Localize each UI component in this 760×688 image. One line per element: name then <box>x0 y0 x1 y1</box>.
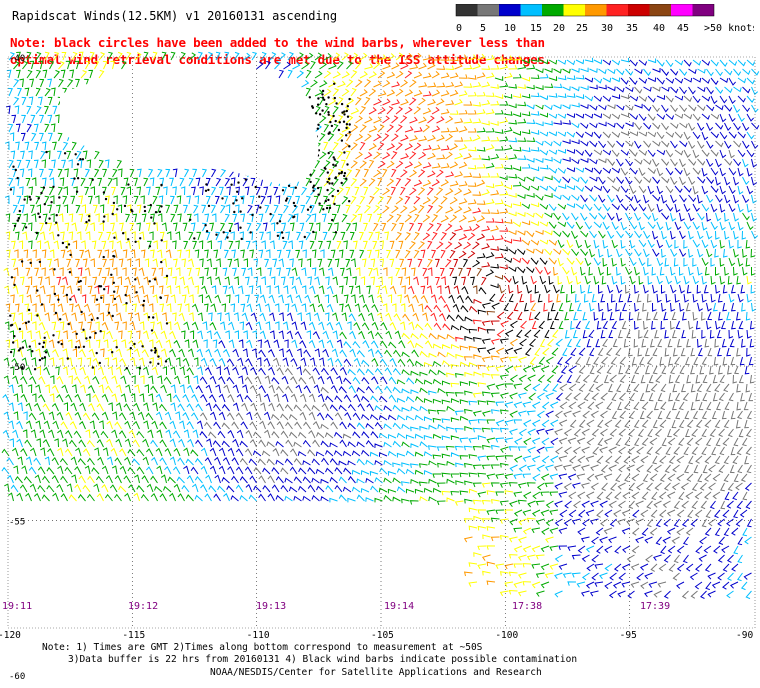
lon-label: -115 <box>122 630 145 641</box>
wind-barbs-layer <box>1 51 760 600</box>
scale-label: 45 <box>677 23 689 34</box>
lon-label: -110 <box>247 630 270 641</box>
scale-label: 5 <box>480 23 486 34</box>
wind-barb-group <box>1 51 760 600</box>
time-label: 17:39 <box>640 601 670 612</box>
time-label: 19:11 <box>2 601 32 612</box>
lon-label: -90 <box>736 630 753 641</box>
map-title: Rapidscat Winds(12.5KM) v1 20160131 asce… <box>12 9 338 23</box>
time-label: 19:13 <box>256 601 286 612</box>
wind-barb-group <box>5 52 562 586</box>
lon-label: -105 <box>371 630 394 641</box>
footer-credit: NOAA/NESDIS/Center for Satellite Applica… <box>210 667 542 678</box>
scale-swatch <box>671 4 693 16</box>
wind-barb-group <box>1 51 756 597</box>
scale-swatch <box>520 4 542 16</box>
scale-label: >50 knots <box>704 23 754 34</box>
time-label: 19:12 <box>128 601 158 612</box>
lat-label: -55 <box>9 518 25 528</box>
time-label: 17:38 <box>512 601 542 612</box>
scale-label: 10 <box>504 23 516 34</box>
wind-barb-group <box>435 232 524 332</box>
wind-barb-group <box>446 246 560 357</box>
wind-speed-color-scale: 0 5 10 15 20 25 30 35 40 45 >50 knots <box>455 4 754 34</box>
scale-label: 40 <box>653 23 665 34</box>
scale-swatch <box>692 4 714 16</box>
scale-swatch <box>628 4 650 16</box>
wind-barb-group <box>3 51 752 597</box>
wind-barb-group <box>200 86 755 599</box>
scale-swatch <box>606 4 628 16</box>
grid-lines <box>8 57 755 628</box>
land-mass <box>60 71 319 185</box>
axis-labels: -40-50-55-60-120 -115 -110 -105 -100 -95 -90 <box>0 54 753 682</box>
scale-swatch <box>563 4 585 16</box>
land-mask <box>60 71 319 185</box>
scale-label: 30 <box>601 23 613 34</box>
lat-lon-grid <box>7 56 756 629</box>
lon-label: -95 <box>620 630 637 641</box>
footer-note-line-1: Note: 1) Times are GMT 2)Times along bot… <box>42 642 483 653</box>
lat-label: -50 <box>9 363 25 373</box>
lon-label: -100 <box>495 630 518 641</box>
footer-note-line-2: 3)Data buffer is 22 hrs from 20160131 4)… <box>68 654 578 665</box>
scale-swatch <box>456 4 478 16</box>
scale-label: 0 <box>456 23 462 34</box>
time-label: 19:14 <box>384 601 414 612</box>
lon-label: -120 <box>0 630 21 641</box>
wind-barb-group <box>56 62 553 345</box>
scale-swatch <box>477 4 499 16</box>
contamination-circles <box>9 82 351 371</box>
scale-swatch <box>585 4 607 16</box>
scale-label: 20 <box>553 23 565 34</box>
lat-label: -60 <box>9 672 25 682</box>
wind-barb-group <box>458 267 506 316</box>
scale-label: 35 <box>626 23 638 34</box>
scale-label: 25 <box>576 23 588 34</box>
contamination-note: Note: black circles have been added to t… <box>10 35 553 67</box>
scale-swatch <box>499 4 521 16</box>
time-labels: 19:11 19:12 19:13 19:14 17:38 17:39 <box>2 601 670 612</box>
wind-barb-group <box>5 59 760 599</box>
scale-label: 15 <box>530 23 542 34</box>
map-frame <box>7 56 756 629</box>
scale-swatch <box>649 4 671 16</box>
scale-swatch <box>542 4 564 16</box>
